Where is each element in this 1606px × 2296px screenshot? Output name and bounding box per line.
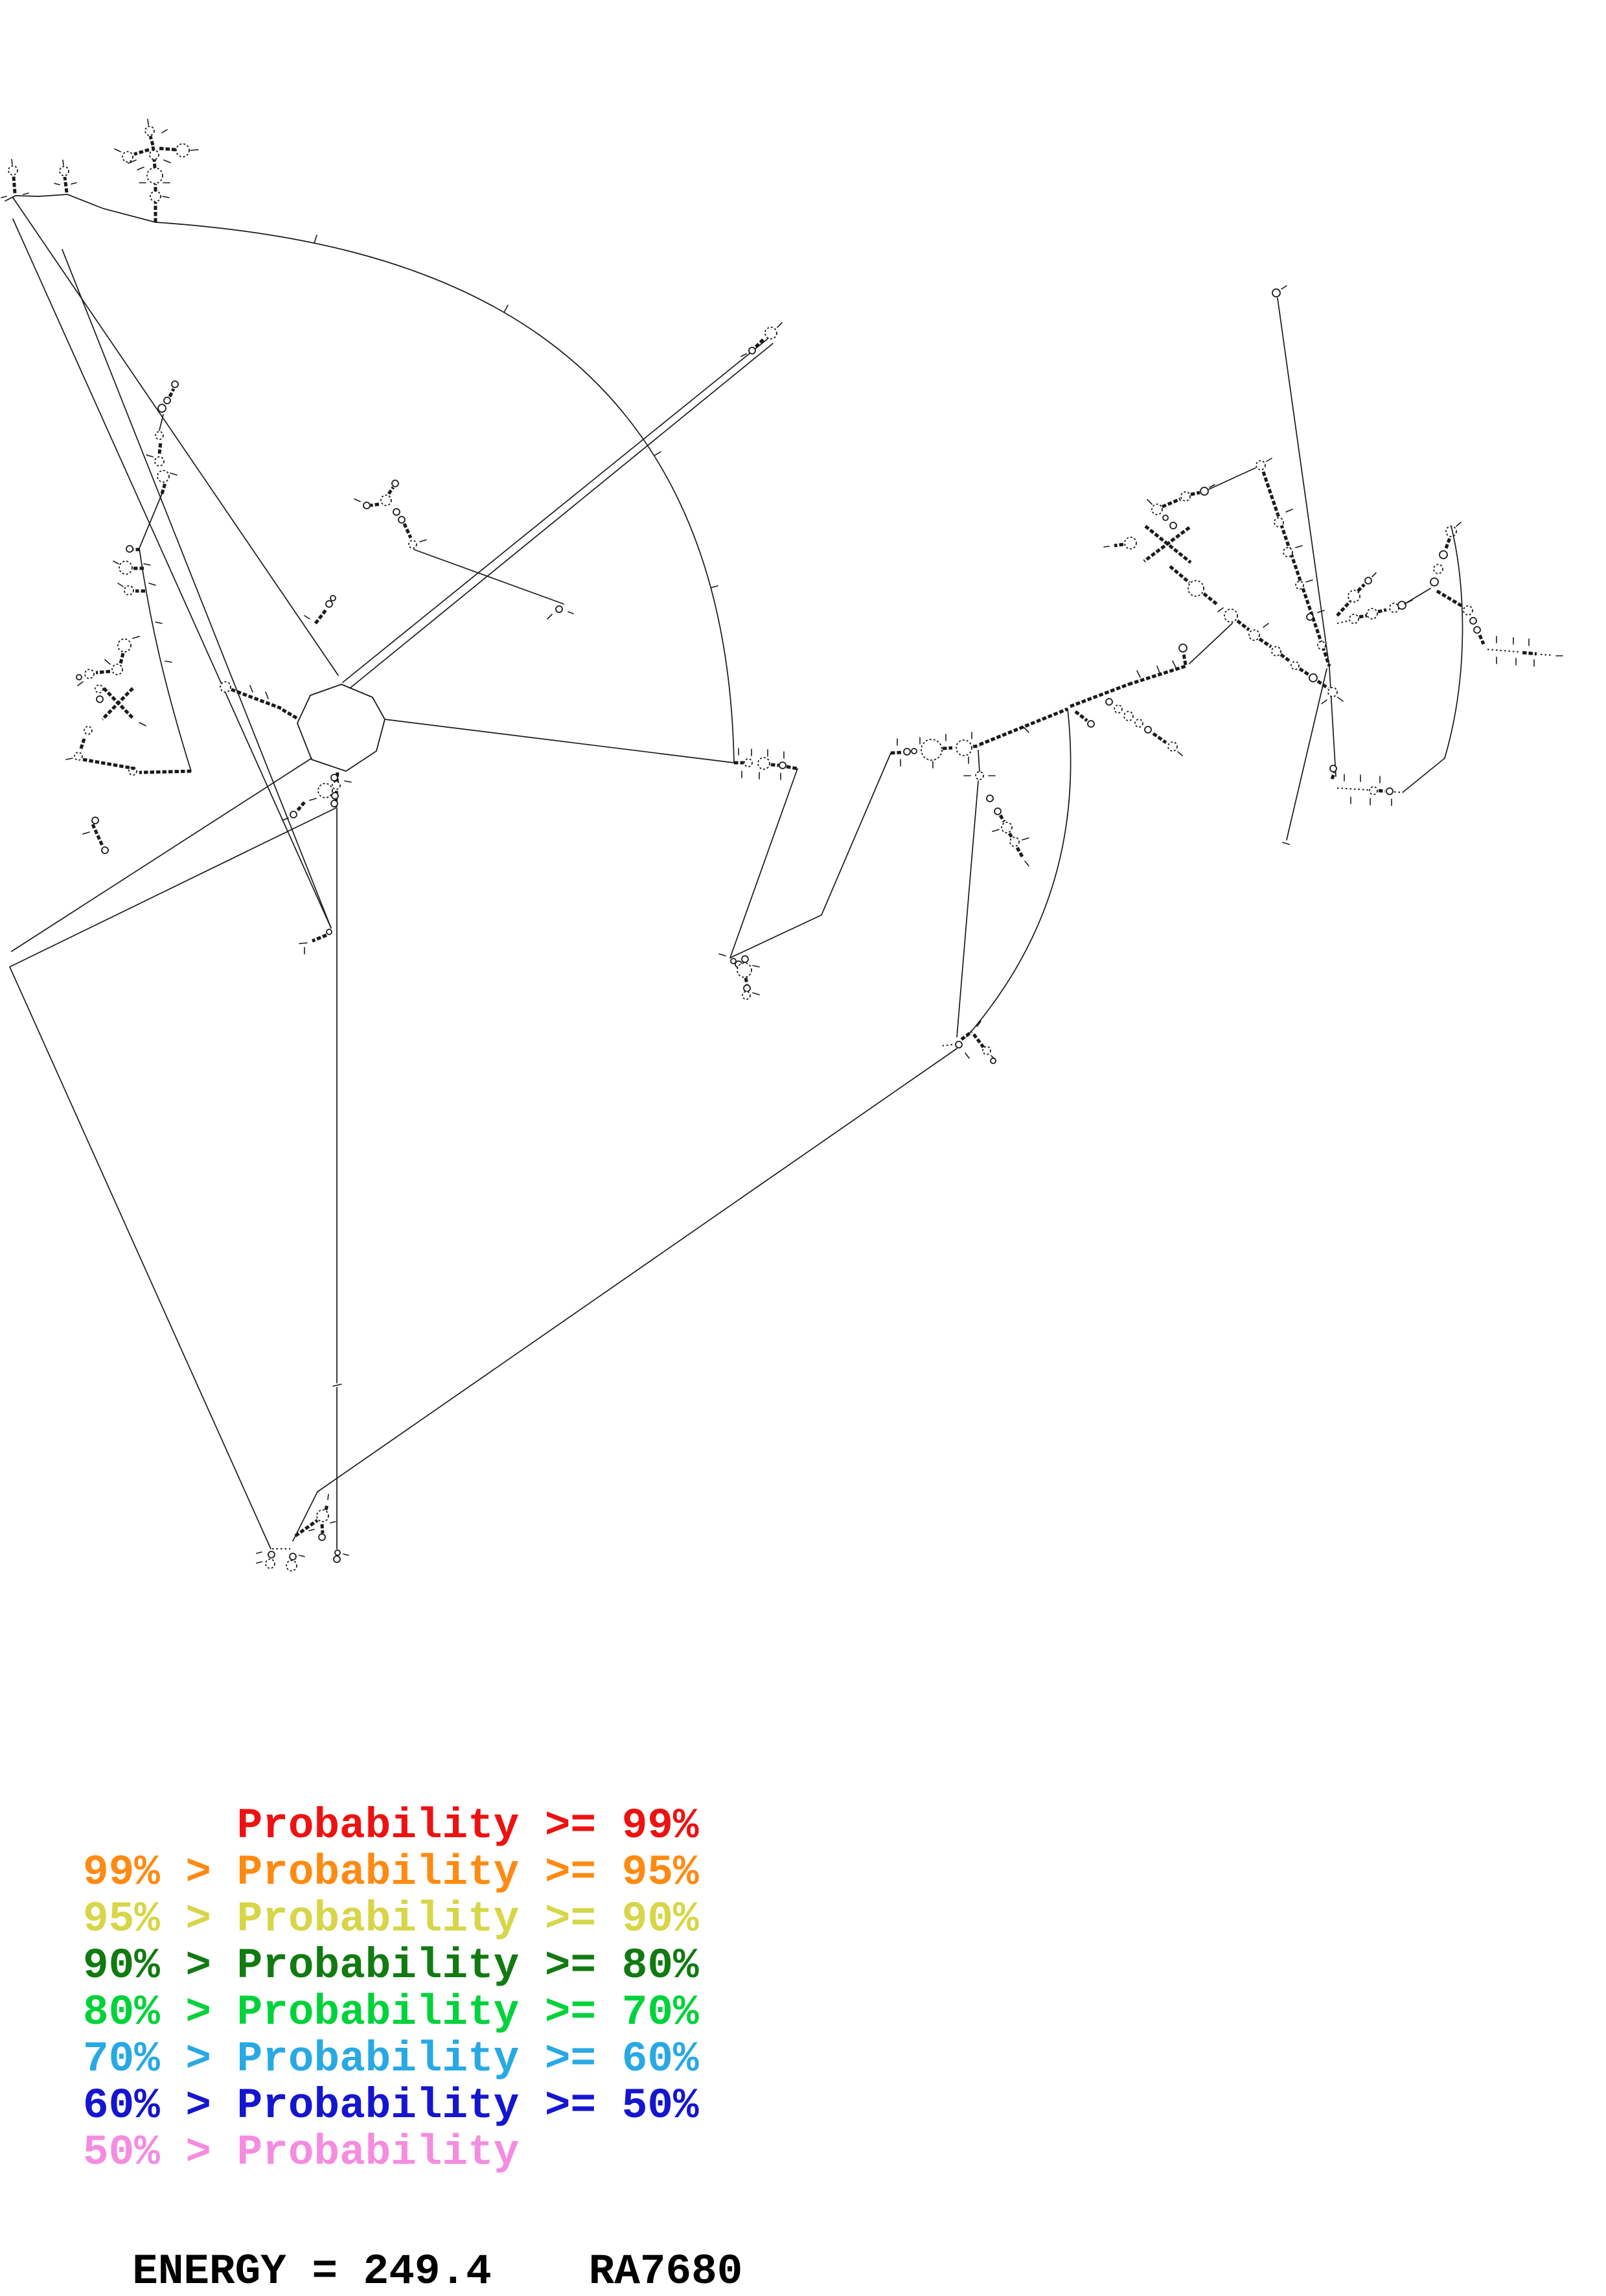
fan-junction	[956, 707, 1072, 1038]
mid-cluster-e	[354, 480, 574, 620]
left-arm-cluster	[65, 380, 192, 776]
right-wing	[1336, 572, 1413, 624]
long-chords	[9, 197, 774, 968]
chord-ministem	[304, 595, 336, 625]
bottom-tail	[9, 966, 349, 1571]
structure-id: RA7680	[588, 2247, 743, 2296]
legend-row-80-90: 90% > Probability >= 80%	[83, 1942, 699, 1990]
chord-stub	[82, 817, 109, 854]
chord-junction	[299, 929, 332, 955]
cluster-c	[718, 752, 891, 1000]
top-hairpin-cluster	[114, 119, 199, 222]
outer-arc	[155, 222, 735, 763]
probability-legend: Probability >= 99% 99% > Probability >= …	[83, 1803, 990, 2176]
bird-cluster	[1103, 467, 1344, 704]
legend-row-50-60: 60% > Probability >= 50%	[83, 2081, 699, 2130]
chain-a	[729, 748, 798, 958]
right-arm-cluster	[1070, 285, 1563, 845]
chain-b	[890, 732, 980, 769]
energy-value: ENERGY = 249.4	[132, 2247, 492, 2296]
west-backbone	[1, 159, 156, 223]
legend-row-90-95: 95% > Probability >= 90%	[83, 1895, 699, 1943]
left-subcluster	[65, 636, 146, 771]
legend-row-60-70: 70% > Probability >= 60%	[83, 2035, 699, 2083]
legend-row-below-50: 50% > Probability	[83, 2128, 520, 2177]
legend-row-99: Probability >= 99%	[236, 1802, 699, 1850]
energy-line: ENERGY = 249.4 RA7680	[81, 2202, 742, 2295]
central-multiloop	[220, 681, 735, 1549]
legend-row-95-99: 99% > Probability >= 95%	[83, 1848, 699, 1897]
cluster-d	[317, 1021, 996, 1492]
bottom-right-chain	[1329, 765, 1404, 806]
far-right-assembly	[1403, 522, 1563, 793]
legend-row-70-80: 80% > Probability >= 70%	[83, 1988, 699, 2037]
ne-helix	[1070, 623, 1233, 756]
lower-helix	[282, 772, 352, 821]
cluster-f	[740, 322, 783, 357]
